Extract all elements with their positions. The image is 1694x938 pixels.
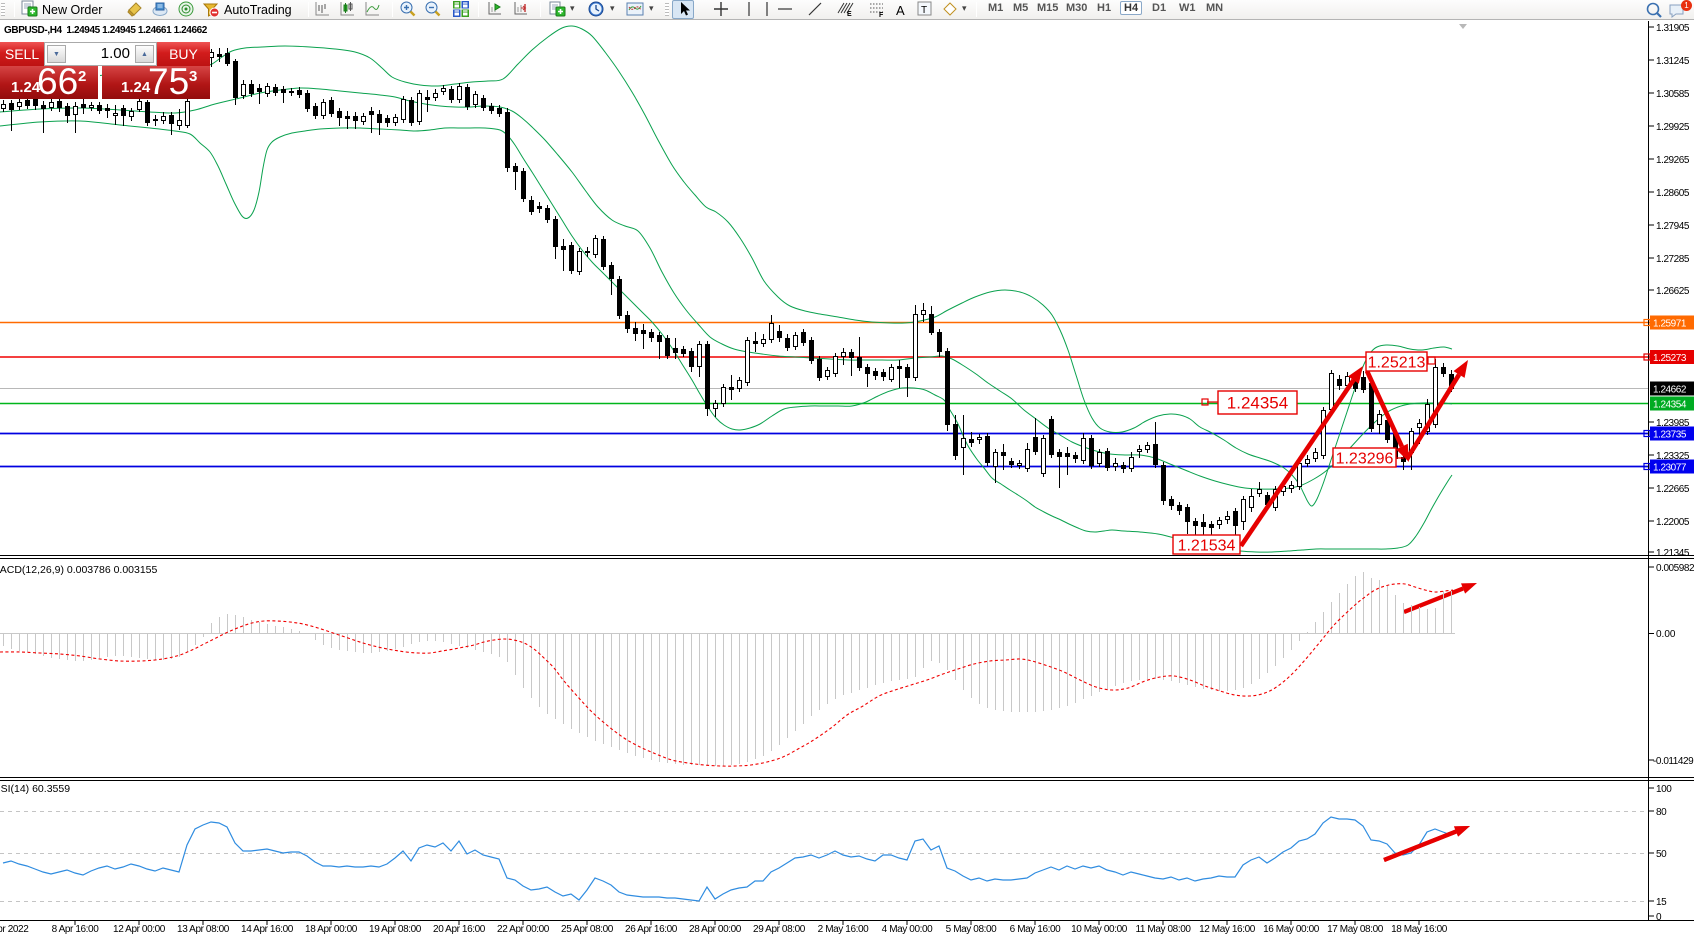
svg-text:2 May 16:00: 2 May 16:00 [818,924,869,935]
svg-text:T: T [921,5,927,16]
svg-text:15: 15 [1656,897,1667,908]
svg-text:1.25273: 1.25273 [1653,353,1687,364]
svg-text:1.24662: 1.24662 [1653,385,1687,396]
svg-text:1.27285: 1.27285 [1656,254,1690,265]
svg-text:29 Apr 08:00: 29 Apr 08:00 [753,924,806,935]
svg-text:1.22005: 1.22005 [1656,517,1690,528]
svg-text:1.31905: 1.31905 [1656,23,1690,34]
svg-text:-0.011429: -0.011429 [1653,756,1694,767]
svg-text:25 Apr 08:00: 25 Apr 08:00 [561,924,614,935]
svg-text:GBPUSD-,H4 1.24945 1.24945 1.: GBPUSD-,H4 1.24945 1.24945 1.24661 1.246… [4,25,208,36]
svg-text:11 May 08:00: 11 May 08:00 [1135,924,1191,935]
svg-text:5 May 08:00: 5 May 08:00 [946,924,997,935]
svg-text:10 May 00:00: 10 May 00:00 [1071,924,1128,935]
svg-text:1.23077: 1.23077 [1653,463,1687,474]
svg-text:1.26625: 1.26625 [1656,286,1690,297]
svg-text:RSI(14) 60.3559: RSI(14) 60.3559 [0,783,70,795]
svg-text:1.25971: 1.25971 [1653,319,1687,330]
svg-text:1.29265: 1.29265 [1656,155,1690,166]
svg-text:16 May 00:00: 16 May 00:00 [1263,924,1320,935]
svg-text:6 May 16:00: 6 May 16:00 [1010,924,1061,935]
svg-text:F: F [879,12,884,18]
svg-text:1.29925: 1.29925 [1656,122,1690,133]
svg-text:20 Apr 16:00: 20 Apr 16:00 [433,924,486,935]
svg-text:1.28605: 1.28605 [1656,188,1690,199]
svg-text:7 Apr 2022: 7 Apr 2022 [0,924,29,935]
svg-text:13 Apr 08:00: 13 Apr 08:00 [177,924,230,935]
svg-text:1.27945: 1.27945 [1656,221,1690,232]
svg-text:80: 80 [1656,807,1667,818]
svg-text:1.21534: 1.21534 [1178,537,1236,554]
svg-text:12 May 16:00: 12 May 16:00 [1199,924,1256,935]
svg-text:18 May 16:00: 18 May 16:00 [1391,924,1448,935]
svg-text:26 Apr 16:00: 26 Apr 16:00 [625,924,678,935]
svg-text:1.23325: 1.23325 [1656,451,1690,462]
svg-text:1.22665: 1.22665 [1656,484,1690,495]
svg-text:1.21345: 1.21345 [1656,548,1690,559]
svg-text:1.31245: 1.31245 [1656,56,1690,67]
svg-text:22 Apr 00:00: 22 Apr 00:00 [497,924,550,935]
svg-text:50: 50 [1656,849,1667,860]
svg-text:MACD(12,26,9) 0.003786 0.00315: MACD(12,26,9) 0.003786 0.003155 [0,564,158,576]
svg-text:4 May 00:00: 4 May 00:00 [882,924,933,935]
svg-text:1.23296: 1.23296 [1336,450,1394,467]
svg-text:1.25213: 1.25213 [1368,354,1426,371]
svg-text:28 Apr 00:00: 28 Apr 00:00 [689,924,742,935]
svg-text:1.24354: 1.24354 [1653,400,1687,411]
svg-text:0.005982: 0.005982 [1656,563,1694,574]
svg-text:E: E [847,11,852,18]
svg-text:14 Apr 16:00: 14 Apr 16:00 [241,924,294,935]
svg-text:8 Apr 16:00: 8 Apr 16:00 [52,924,100,935]
svg-text:1.30585: 1.30585 [1656,89,1690,100]
svg-text:1.24354: 1.24354 [1227,394,1288,413]
svg-text:19 Apr 08:00: 19 Apr 08:00 [369,924,422,935]
svg-text:0.00: 0.00 [1656,629,1676,640]
svg-text:17 May 08:00: 17 May 08:00 [1327,924,1384,935]
svg-text:100: 100 [1656,784,1672,795]
svg-text:18 Apr 00:00: 18 Apr 00:00 [305,924,358,935]
svg-text:0: 0 [1656,912,1662,923]
svg-text:12 Apr 00:00: 12 Apr 00:00 [113,924,166,935]
svg-text:1.23985: 1.23985 [1656,418,1690,429]
svg-text:1.23735: 1.23735 [1653,430,1687,441]
